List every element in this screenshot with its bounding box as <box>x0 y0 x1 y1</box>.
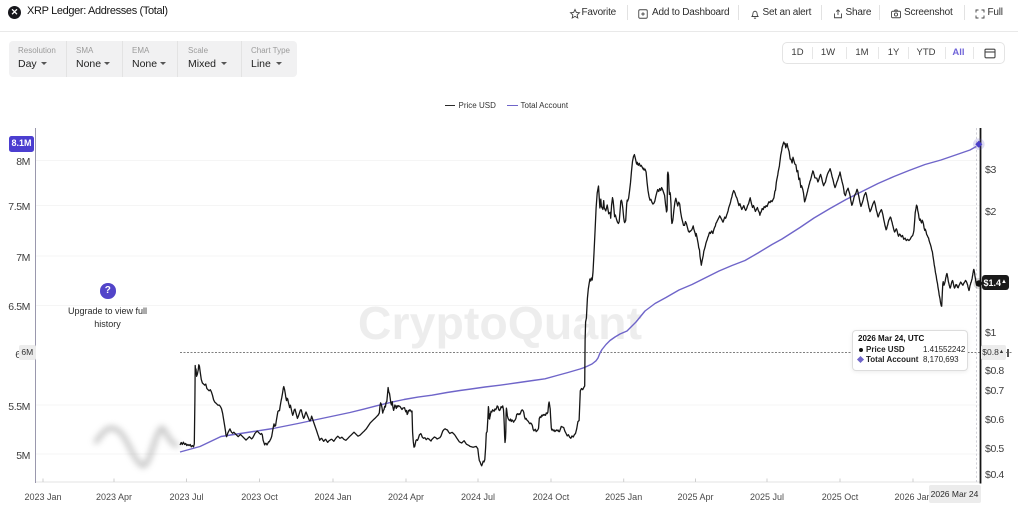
svg-text:CryptoQuant: CryptoQuant <box>358 297 642 349</box>
